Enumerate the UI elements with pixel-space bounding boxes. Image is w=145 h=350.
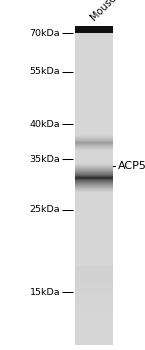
Text: 35kDa: 35kDa: [29, 155, 60, 164]
Text: ACP5: ACP5: [117, 161, 145, 171]
Text: 25kDa: 25kDa: [30, 205, 60, 215]
Text: Mouse kidney: Mouse kidney: [89, 0, 143, 23]
Text: 40kDa: 40kDa: [30, 120, 60, 129]
Text: 55kDa: 55kDa: [30, 67, 60, 76]
Bar: [75, 26, 113, 33]
Text: 70kDa: 70kDa: [30, 29, 60, 38]
Text: 15kDa: 15kDa: [30, 288, 60, 297]
